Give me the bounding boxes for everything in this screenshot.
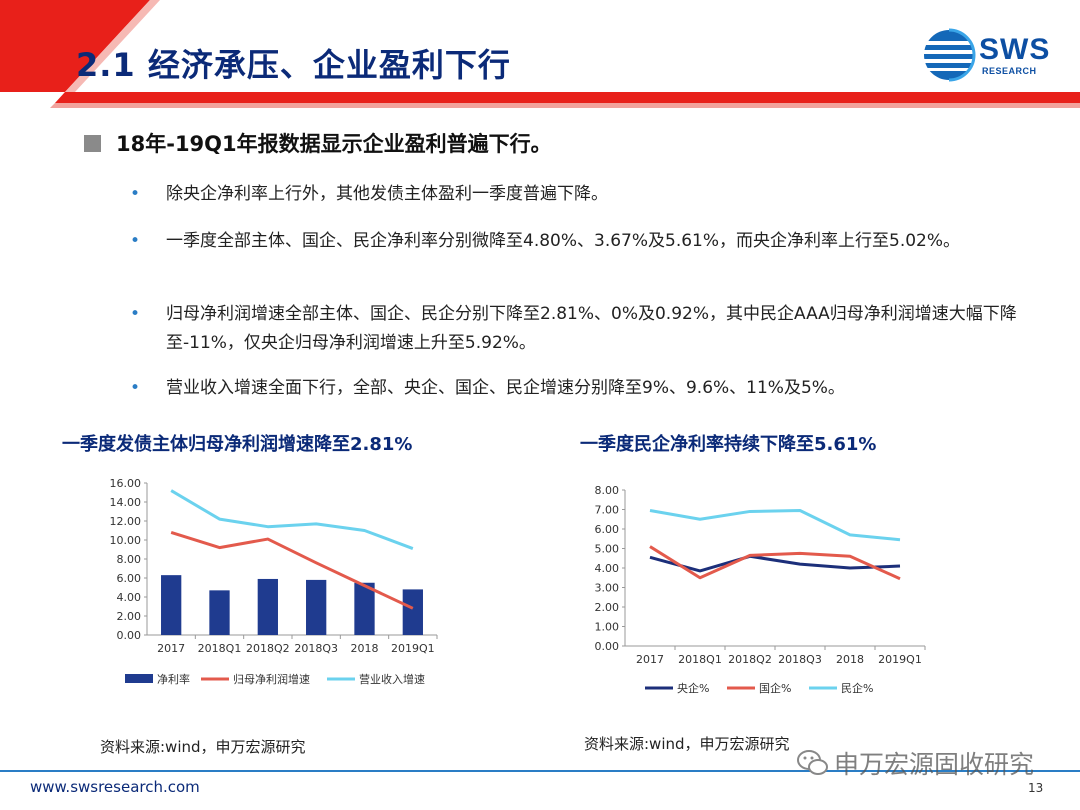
x-tick-label: 2018Q3 [294, 642, 338, 655]
y-tick-label: 6.00 [117, 572, 142, 585]
legend-label: 央企% [677, 681, 709, 695]
y-tick-label: 8.00 [117, 553, 142, 566]
chart-1-source: 资料来源:wind，申万宏源研究 [100, 738, 306, 756]
footer-url: www.swsresearch.com [30, 778, 200, 796]
bar [354, 582, 375, 635]
globe-icon [924, 28, 976, 82]
footer-divider [0, 770, 1080, 772]
bullet-text: 除央企净利率上行外，其他发债主体盈利一季度普遍下降。 [166, 184, 608, 204]
legend-swatch [125, 674, 153, 683]
x-tick-label: 2018Q1 [678, 653, 722, 666]
bullet-dot-icon: • [130, 304, 141, 324]
y-tick-label: 0.00 [595, 640, 620, 653]
bullet-text: 一季度全部主体、国企、民企净利率分别微降至4.80%、3.67%及5.61%，而… [166, 231, 961, 251]
y-tick-label: 5.00 [595, 543, 620, 556]
bar [209, 590, 230, 635]
y-tick-label: 3.00 [595, 582, 620, 595]
bar [161, 575, 182, 635]
y-tick-label: 8.00 [595, 484, 620, 497]
bar [257, 578, 278, 635]
header-banner [0, 0, 1080, 108]
watermark-text: 申万宏源固收研究 [834, 750, 1035, 779]
y-tick-label: 6.00 [595, 523, 620, 536]
x-tick-label: 2017 [636, 653, 664, 666]
chart-2: 0.00 1.00 2.00 3.00 4.00 5.00 6.00 7.00 8.00 2017… [595, 484, 926, 695]
wechat-icon [797, 750, 828, 775]
y-tick-label: 0.00 [117, 629, 142, 642]
bullet-text: 归母净利润增速全部主体、国企、民企分别下降至2.81%、0%及0.92%，其中民… [166, 304, 1017, 353]
logo-subtext: RESEARCH [982, 66, 1037, 76]
legend-label: 归母净利润增速 [233, 672, 310, 686]
chart-1-title: 一季度发债主体归母净利润增速降至2.81% [62, 434, 413, 455]
main-point: 18年-19Q1年报数据显示企业盈利普遍下行。 [84, 128, 1044, 162]
sws-logo: SWS RESEARCH [922, 28, 1062, 84]
x-tick-label: 2018 [836, 653, 864, 666]
watermark: 申万宏源固收研究 [796, 742, 1056, 782]
legend-label: 民企% [841, 681, 873, 695]
x-tick-label: 2019Q1 [391, 642, 435, 655]
legend-label: 净利率 [157, 672, 190, 686]
y-tick-label: 2.00 [595, 601, 620, 614]
main-point-text: 18年-19Q1年报数据显示企业盈利普遍下行。 [116, 132, 552, 156]
bar [306, 579, 327, 635]
logo-text: SWS [979, 33, 1051, 66]
bullet-item: • 除央企净利率上行外，其他发债主体盈利一季度普遍下降。 [130, 180, 1060, 210]
square-bullet-icon [84, 135, 101, 152]
legend-label: 营业收入增速 [359, 672, 425, 686]
bar [402, 589, 423, 635]
bullet-item: • 一季度全部主体、国企、民企净利率分别微降至4.80%、3.67%及5.61%… [130, 227, 1060, 287]
bullet-item: • 营业收入增速全面下行，全部、央企、国企、民企增速分别降至9%、9.6%、11… [130, 374, 1060, 404]
bullet-dot-icon: • [130, 184, 141, 204]
x-tick-label: 2018Q1 [198, 642, 242, 655]
page-title: 2.1 经济承压、企业盈利下行 [76, 46, 511, 84]
bullet-item: • 归母净利润增速全部主体、国企、民企分别下降至2.81%、0%及0.92%，其… [130, 300, 1060, 360]
x-tick-label: 2018Q3 [778, 653, 822, 666]
y-tick-label: 4.00 [117, 591, 142, 604]
bullet-text: 营业收入增速全面下行，全部、央企、国企、民企增速分别降至9%、9.6%、11%及… [166, 378, 845, 398]
chart-2-source: 资料来源:wind，申万宏源研究 [584, 735, 790, 753]
x-tick-label: 2018Q2 [246, 642, 290, 655]
series-line [170, 489, 414, 550]
bullet-dot-icon: • [130, 378, 141, 398]
series-line [649, 554, 901, 573]
chart-1: 0.00 2.00 4.00 6.00 8.00 10.00 12.00 14.00 16.00… [110, 477, 438, 686]
bullet-dot-icon: • [130, 231, 141, 251]
x-tick-label: 2018 [351, 642, 379, 655]
y-tick-label: 10.00 [110, 534, 142, 547]
series-line [170, 530, 414, 610]
page-number: 13 [1028, 781, 1044, 795]
x-tick-label: 2019Q1 [878, 653, 922, 666]
y-tick-label: 16.00 [110, 477, 142, 490]
slide-header: 2.1 经济承压、企业盈利下行 SWS RESEARCH [0, 0, 1080, 108]
y-tick-label: 7.00 [595, 504, 620, 517]
series-line [649, 545, 901, 581]
legend-label: 国企% [759, 681, 791, 695]
y-tick-label: 1.00 [595, 621, 620, 634]
y-tick-label: 2.00 [117, 610, 142, 623]
y-tick-label: 12.00 [110, 515, 142, 528]
x-tick-label: 2018Q2 [728, 653, 772, 666]
y-tick-label: 14.00 [110, 496, 142, 509]
series-line [649, 508, 901, 542]
chart-2-title: 一季度民企净利率持续下降至5.61% [580, 434, 877, 455]
x-tick-label: 2017 [157, 642, 185, 655]
y-tick-label: 4.00 [595, 562, 620, 575]
